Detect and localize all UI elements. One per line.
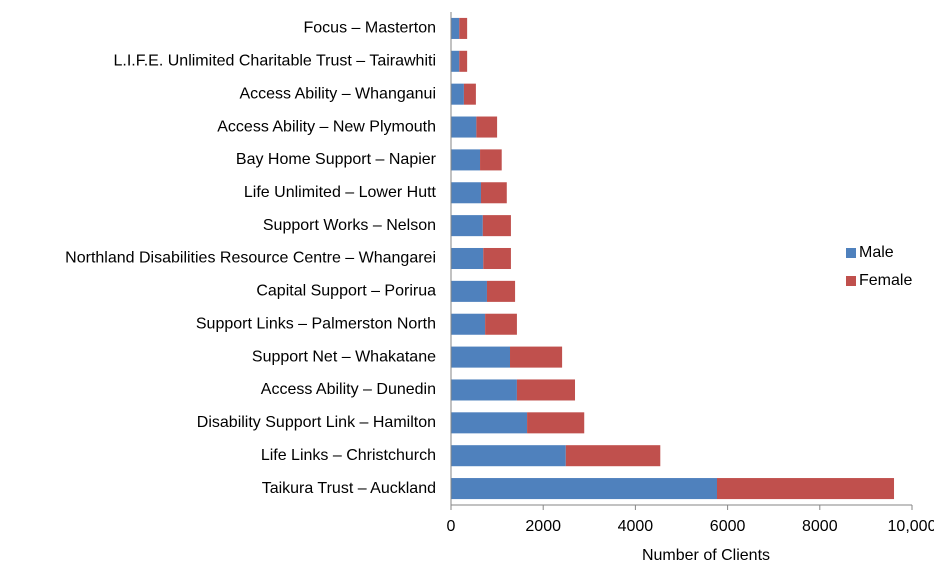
bar-segment bbox=[463, 83, 476, 105]
bar-segment bbox=[527, 412, 585, 434]
bar-segment bbox=[451, 17, 460, 39]
bar-segment bbox=[480, 182, 507, 204]
bar-segment bbox=[476, 116, 498, 138]
bar-segment bbox=[451, 50, 460, 72]
bar-segment bbox=[451, 83, 464, 105]
y-tick-label: Capital Support – Porirua bbox=[256, 283, 436, 300]
bar-segment bbox=[451, 478, 717, 500]
bar-segment bbox=[510, 346, 563, 368]
x-tick-label: 10,000 bbox=[888, 518, 934, 535]
bar-segment bbox=[459, 50, 468, 72]
bar-segment bbox=[451, 149, 481, 171]
y-tick-label: Access Ability – New Plymouth bbox=[217, 118, 436, 135]
y-tick-label: Life Unlimited – Lower Hutt bbox=[244, 184, 437, 201]
y-tick-label: Access Ability – Dunedin bbox=[261, 381, 436, 398]
bar-segment bbox=[451, 379, 517, 401]
y-tick-label: Access Ability – Whanganui bbox=[239, 85, 436, 102]
bar-segment bbox=[486, 280, 516, 302]
bar-segment bbox=[482, 215, 511, 237]
bar-segment bbox=[565, 445, 661, 467]
y-tick-label: Support Links – Palmerston North bbox=[196, 315, 436, 332]
y-tick-label: Support Net – Whakatane bbox=[252, 348, 436, 365]
bar-segment bbox=[451, 445, 566, 467]
x-tick-label: 2000 bbox=[525, 518, 561, 535]
legend-label: Male bbox=[859, 244, 894, 261]
bar-segment bbox=[716, 478, 895, 500]
bar-segment bbox=[451, 247, 484, 270]
legend-swatch bbox=[846, 276, 856, 286]
x-tick-label: 4000 bbox=[618, 518, 654, 535]
y-tick-label: Northland Disabilities Resource Centre –… bbox=[65, 250, 436, 267]
y-tick-label: Disability Support Link – Hamilton bbox=[197, 414, 436, 431]
y-tick-label: Taikura Trust – Auckland bbox=[262, 480, 436, 497]
bar-segment bbox=[485, 313, 517, 335]
y-tick-label: L.I.F.E. Unlimited Charitable Trust – Ta… bbox=[114, 53, 437, 70]
legend-swatch bbox=[846, 248, 856, 258]
y-tick-label: Bay Home Support – Napier bbox=[236, 151, 437, 168]
bar-segment bbox=[451, 346, 511, 368]
y-tick-label: Life Links – Christchurch bbox=[261, 447, 436, 464]
bar-segment bbox=[480, 149, 502, 171]
bar-segment bbox=[451, 116, 477, 138]
x-axis-title: Number of Clients bbox=[642, 547, 770, 564]
x-tick-label: 6000 bbox=[710, 518, 746, 535]
bar-segment bbox=[516, 379, 576, 401]
bar-segment bbox=[451, 412, 528, 434]
legend-label: Female bbox=[859, 272, 912, 289]
bar-segment bbox=[483, 247, 511, 270]
bar-segment bbox=[451, 313, 486, 335]
x-tick-label: 8000 bbox=[802, 518, 838, 535]
y-tick-label: Focus – Masterton bbox=[304, 20, 437, 37]
bar-segment bbox=[451, 280, 487, 302]
bar-segment bbox=[451, 182, 481, 204]
bar-segment bbox=[459, 17, 468, 39]
y-tick-label: Support Works – Nelson bbox=[263, 217, 436, 234]
x-tick-label: 0 bbox=[447, 518, 456, 535]
bar-segment bbox=[451, 215, 483, 237]
